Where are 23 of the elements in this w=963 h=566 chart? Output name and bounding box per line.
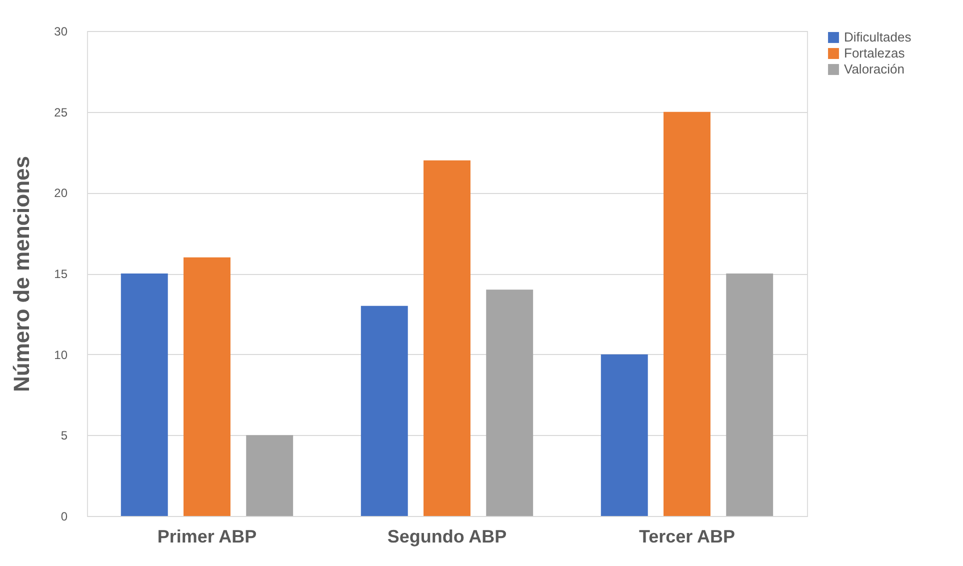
legend-label: Valoración xyxy=(844,62,904,76)
bar xyxy=(360,306,408,516)
x-tick-label: Segundo ABP xyxy=(387,526,507,546)
legend-label: Dificultades xyxy=(844,30,912,44)
y-tick-label: 20 xyxy=(54,186,68,200)
bar xyxy=(600,354,648,516)
bar xyxy=(726,274,774,516)
bar xyxy=(246,435,294,516)
bar xyxy=(486,290,534,516)
y-tick-label: 0 xyxy=(60,510,68,524)
bar xyxy=(184,257,230,516)
y-tick-label: 5 xyxy=(60,428,68,443)
y-tick-label: 25 xyxy=(54,105,68,120)
bar xyxy=(120,274,168,516)
bar xyxy=(424,160,470,516)
bar xyxy=(664,112,710,516)
y-tick-label: 30 xyxy=(54,24,68,38)
x-tick-label: Primer ABP xyxy=(157,526,257,546)
y-tick-label: 15 xyxy=(54,267,68,281)
legend-label: Fortalezas xyxy=(844,46,906,60)
y-axis-title: Número de menciones xyxy=(9,156,34,392)
x-tick-label: Tercer ABP xyxy=(638,526,736,546)
y-tick-label: 10 xyxy=(54,348,68,362)
